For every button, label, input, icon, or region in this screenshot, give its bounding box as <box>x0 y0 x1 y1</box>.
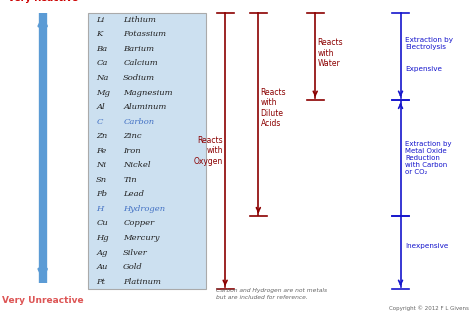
Text: Calcium: Calcium <box>123 59 158 68</box>
Text: Gold: Gold <box>123 263 143 271</box>
Text: Carbon and Hydrogen are not metals
but are included for reference.: Carbon and Hydrogen are not metals but a… <box>216 288 327 300</box>
Text: Very Unreactive: Very Unreactive <box>2 295 83 305</box>
Text: Fe: Fe <box>96 147 107 155</box>
Text: Mercury: Mercury <box>123 234 160 242</box>
Text: Nickel: Nickel <box>123 161 151 169</box>
Text: Inexpensive: Inexpensive <box>405 243 449 249</box>
Text: Sodium: Sodium <box>123 74 155 82</box>
Text: Ca: Ca <box>96 59 108 68</box>
Text: Hydrogen: Hydrogen <box>123 205 165 213</box>
Text: Copper: Copper <box>123 219 155 227</box>
Text: Au: Au <box>96 263 108 271</box>
Text: Reacts
with
Oxygen: Reacts with Oxygen <box>193 136 223 165</box>
Text: Tin: Tin <box>123 176 137 184</box>
Text: Cu: Cu <box>96 219 108 227</box>
Text: Carbon: Carbon <box>123 118 155 126</box>
Text: Pt: Pt <box>96 278 105 286</box>
Text: Zinc: Zinc <box>123 132 142 140</box>
Text: Mg: Mg <box>96 89 110 96</box>
Text: Zn: Zn <box>96 132 108 140</box>
Text: Extraction by
Electrolysis: Extraction by Electrolysis <box>405 37 453 50</box>
Text: Pb: Pb <box>96 190 107 198</box>
Text: Platinum: Platinum <box>123 278 161 286</box>
Text: Lithium: Lithium <box>123 16 156 24</box>
Text: Li: Li <box>96 16 104 24</box>
Text: Iron: Iron <box>123 147 141 155</box>
Text: Silver: Silver <box>123 248 148 257</box>
Text: Very Reactive: Very Reactive <box>8 0 78 3</box>
Text: H: H <box>96 205 103 213</box>
Text: Lead: Lead <box>123 190 144 198</box>
Text: Magnesium: Magnesium <box>123 89 173 96</box>
Text: Copyright © 2012 F L Givens: Copyright © 2012 F L Givens <box>389 305 469 311</box>
Text: Reacts
with
Dilute
Acids: Reacts with Dilute Acids <box>261 88 286 128</box>
Text: Hg: Hg <box>96 234 109 242</box>
Text: Sn: Sn <box>96 176 107 184</box>
Text: C: C <box>96 118 102 126</box>
Text: Expensive: Expensive <box>405 66 442 72</box>
Text: Al: Al <box>96 103 105 111</box>
Text: Potassium: Potassium <box>123 30 166 38</box>
Text: Ni: Ni <box>96 161 106 169</box>
Text: K: K <box>96 30 102 38</box>
Text: Extraction by
Metal Oxide
Reduction
with Carbon
or CO₂: Extraction by Metal Oxide Reduction with… <box>405 141 452 175</box>
Bar <box>88 13 206 289</box>
Text: Aluminum: Aluminum <box>123 103 167 111</box>
Text: Barium: Barium <box>123 45 155 53</box>
Text: Ag: Ag <box>96 248 108 257</box>
Text: Ba: Ba <box>96 45 107 53</box>
Text: Na: Na <box>96 74 109 82</box>
Text: Reacts
with
Water: Reacts with Water <box>318 38 343 68</box>
